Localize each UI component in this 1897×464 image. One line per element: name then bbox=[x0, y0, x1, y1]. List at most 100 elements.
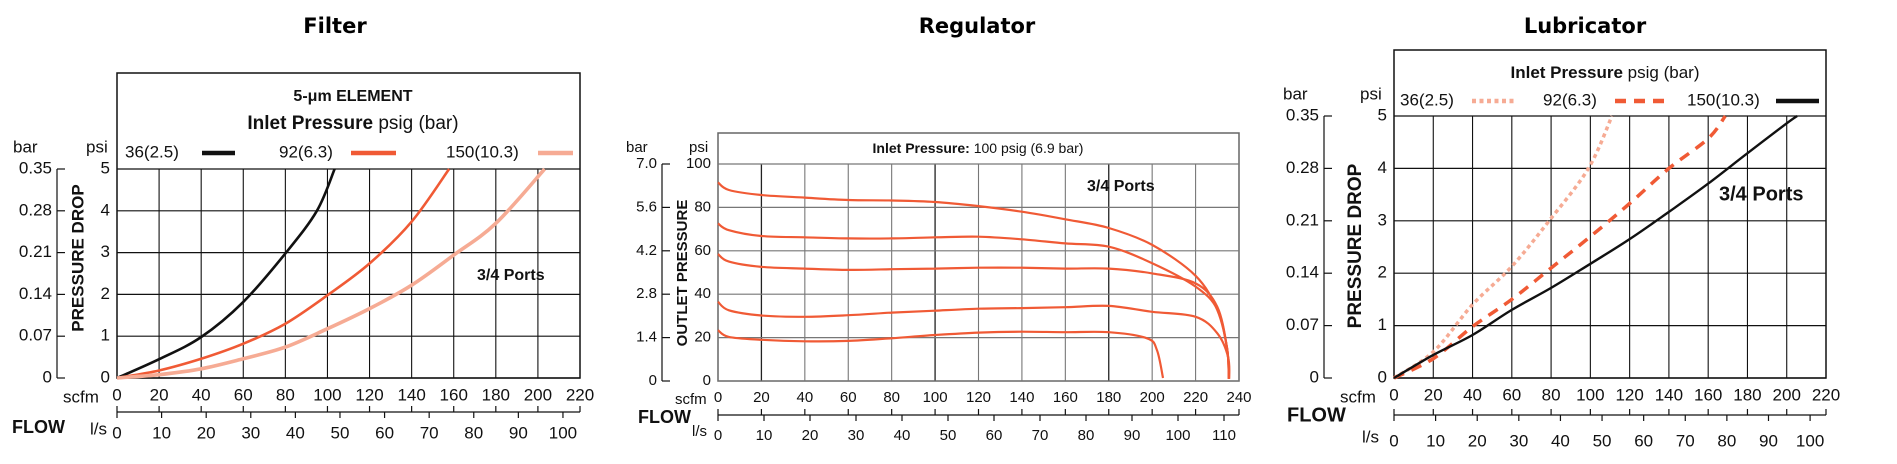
scfm-tick-label: 180 bbox=[1733, 385, 1761, 404]
series-line-2 bbox=[717, 222, 1230, 379]
ls-tick-label: 60 bbox=[375, 423, 394, 442]
scfm-tick-label: 140 bbox=[1655, 385, 1683, 404]
bar-tick-label: 0.35 bbox=[19, 158, 52, 177]
legend-title-units: 100 psig (6.9 bar) bbox=[970, 140, 1084, 156]
ls-tick-label: 20 bbox=[197, 423, 216, 442]
bar-tick-label: 1.4 bbox=[636, 329, 657, 346]
bar-tick-label: 0.07 bbox=[19, 326, 52, 345]
bar-tick-label: 0.21 bbox=[1286, 210, 1319, 229]
ls-tick-label: 80 bbox=[464, 423, 483, 442]
series-line-150-10-3- bbox=[1393, 115, 1798, 380]
legend-label: 92(6.3) bbox=[279, 142, 333, 161]
scfm-unit-label: scfm bbox=[675, 391, 707, 408]
scfm-tick-label: 60 bbox=[840, 389, 857, 406]
psi-tick-label: 4 bbox=[1378, 158, 1387, 177]
scfm-tick-label: 220 bbox=[1812, 385, 1840, 404]
ls-tick-label: 110 bbox=[1212, 427, 1236, 444]
psi-tick-label: 4 bbox=[101, 200, 110, 219]
ls-tick-label: 100 bbox=[1796, 431, 1824, 450]
x-axis-label: FLOW bbox=[1287, 404, 1346, 426]
scfm-tick-label: 160 bbox=[440, 385, 468, 404]
series-line-5 bbox=[717, 329, 1165, 379]
scfm-tick-label: 120 bbox=[1615, 385, 1643, 404]
scfm-tick-label: 20 bbox=[753, 389, 770, 406]
ls-tick-label: 80 bbox=[1078, 427, 1095, 444]
legend-label: 150(10.3) bbox=[446, 142, 519, 161]
psi-tick-label: 0 bbox=[1378, 367, 1387, 386]
ls-tick-label: 0 bbox=[1389, 431, 1398, 450]
scfm-tick-label: 80 bbox=[883, 389, 900, 406]
ls-tick-label: 40 bbox=[286, 423, 305, 442]
regulator-chart: Regulator Inlet Pressure: 100 psig (6.9 b… bbox=[626, 14, 1252, 444]
bar-tick-label: 0.28 bbox=[19, 200, 52, 219]
ls-tick-label: 50 bbox=[331, 423, 350, 442]
psi-tick-label: 5 bbox=[1378, 105, 1387, 124]
ls-tick-label: 30 bbox=[848, 427, 865, 444]
filter-chart: Filter 5-μm ELEMENT Inlet Pressure psig (b… bbox=[12, 14, 594, 442]
scfm-tick-label: 0 bbox=[112, 385, 121, 404]
psi-tick-label: 40 bbox=[694, 285, 711, 302]
bar-tick-label: 0 bbox=[649, 372, 657, 389]
scfm-tick-label: 140 bbox=[397, 385, 425, 404]
legend-label: 36(2.5) bbox=[125, 142, 179, 161]
scfm-tick-label: 0 bbox=[1389, 385, 1398, 404]
chart-title: Filter bbox=[303, 14, 367, 38]
scfm-tick-label: 60 bbox=[1502, 385, 1521, 404]
series-line-36-2-5- bbox=[116, 168, 336, 380]
psi-tick-label: 2 bbox=[1378, 263, 1387, 282]
scfm-tick-label: 60 bbox=[234, 385, 253, 404]
ls-tick-label: 40 bbox=[1551, 431, 1570, 450]
ls-tick-label: 50 bbox=[1593, 431, 1612, 450]
scfm-tick-label: 200 bbox=[1773, 385, 1801, 404]
series-line-150-10-3- bbox=[116, 167, 546, 380]
legend-label: 150(10.3) bbox=[1687, 90, 1760, 109]
ls-tick-label: 100 bbox=[1165, 427, 1190, 444]
scfm-tick-label: 100 bbox=[313, 385, 341, 404]
scfm-tick-label: 20 bbox=[150, 385, 169, 404]
scfm-tick-label: 200 bbox=[1140, 389, 1165, 406]
bar-tick-label: 0.35 bbox=[1286, 105, 1319, 124]
psi-tick-label: 0 bbox=[101, 367, 110, 386]
legend-label: 92(6.3) bbox=[1543, 90, 1597, 109]
psi-unit-label: psi bbox=[86, 137, 108, 156]
scfm-tick-label: 240 bbox=[1226, 389, 1251, 406]
scfm-tick-label: 160 bbox=[1694, 385, 1722, 404]
legend-title-bold: Inlet Pressure: bbox=[873, 140, 970, 156]
ls-tick-label: 100 bbox=[549, 423, 577, 442]
psi-tick-label: 20 bbox=[694, 329, 711, 346]
scfm-tick-label: 200 bbox=[524, 385, 552, 404]
bar-tick-label: 0 bbox=[1310, 367, 1319, 386]
ls-tick-label: 30 bbox=[1509, 431, 1528, 450]
bar-tick-label: 0 bbox=[43, 367, 52, 386]
legend-title-bold: Inlet Pressure bbox=[247, 113, 373, 134]
legend-title: Inlet Pressure psig (bar) bbox=[1511, 63, 1700, 82]
ls-tick-label: 20 bbox=[802, 427, 819, 444]
scfm-tick-label: 40 bbox=[796, 389, 813, 406]
psi-tick-label: 2 bbox=[101, 284, 110, 303]
ls-tick-label: 0 bbox=[714, 427, 722, 444]
ls-tick-label: 10 bbox=[756, 427, 773, 444]
bar-unit-label: bar bbox=[13, 137, 38, 156]
series-line-4 bbox=[717, 300, 1231, 379]
scfm-tick-label: 140 bbox=[1009, 389, 1034, 406]
chart-header: 5-μm ELEMENT bbox=[293, 88, 412, 105]
ls-tick-label: 10 bbox=[152, 423, 171, 442]
bar-tick-label: 4.2 bbox=[636, 242, 657, 259]
psi-unit-label: psi bbox=[1360, 84, 1382, 103]
ports-note: 3/4 Ports bbox=[1719, 183, 1803, 205]
ls-tick-label: 0 bbox=[112, 423, 121, 442]
legend-label: 36(2.5) bbox=[1400, 90, 1454, 109]
bar-unit-label: bar bbox=[626, 139, 648, 156]
ls-tick-label: 70 bbox=[1032, 427, 1049, 444]
chart-title: Lubricator bbox=[1524, 14, 1647, 38]
ls-tick-label: 70 bbox=[420, 423, 439, 442]
legend-title-units: psig (bar) bbox=[1623, 63, 1700, 82]
bar-unit-label: bar bbox=[1283, 84, 1308, 103]
ls-tick-label: 60 bbox=[1634, 431, 1653, 450]
ports-note: 3/4 Ports bbox=[1087, 178, 1155, 195]
bar-tick-label: 2.8 bbox=[636, 285, 657, 302]
ls-tick-label: 60 bbox=[986, 427, 1003, 444]
scfm-tick-label: 120 bbox=[355, 385, 383, 404]
ls-unit-label: l/s bbox=[90, 419, 107, 438]
